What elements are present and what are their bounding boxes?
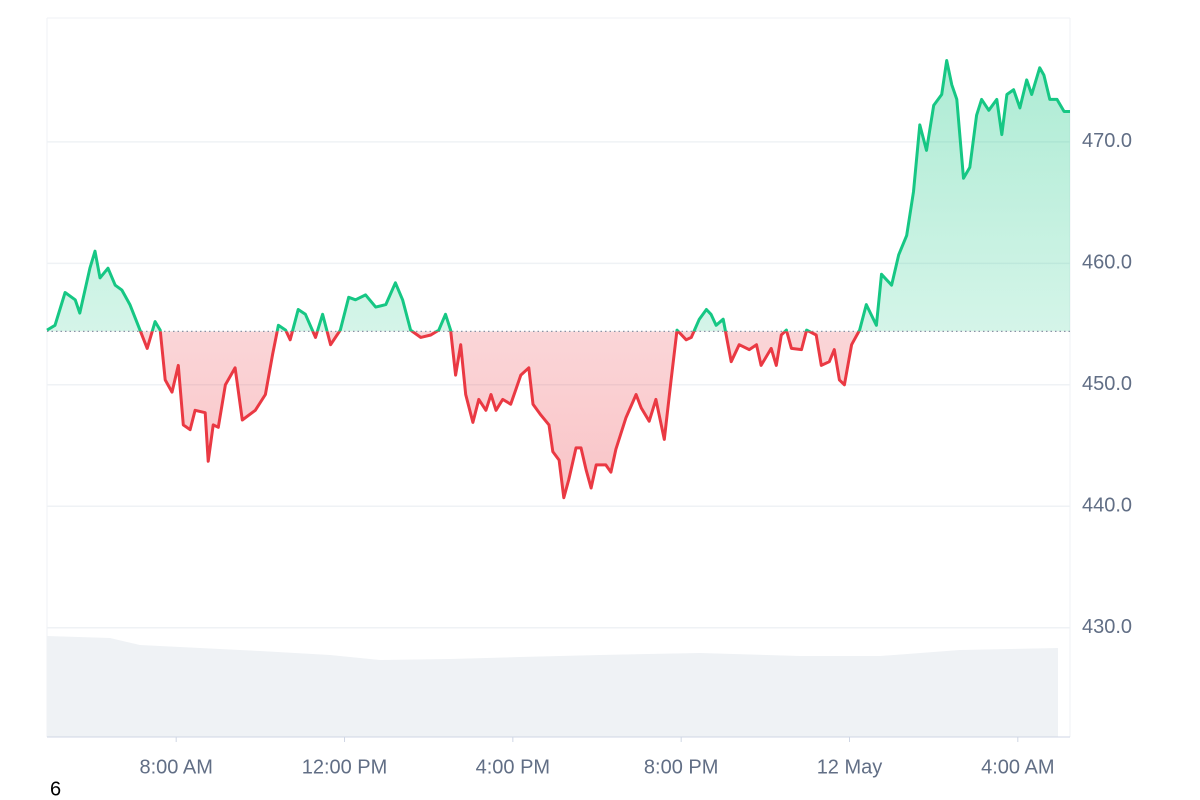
x-tick-label: 12:00 PM [302,756,388,778]
volume-area [47,636,1058,737]
x-tick-label: 4:00 AM [981,756,1054,778]
x-tick-label: 4:00 PM [476,756,550,778]
x-tick-label: 8:00 AM [139,756,212,778]
y-tick-label: 440.0 [1082,495,1132,517]
price-line-down [47,331,861,500]
footer-text: 6 [50,778,61,800]
area-down [47,331,1070,498]
y-tick-label: 450.0 [1082,373,1132,395]
y-tick-label: 470.0 [1082,130,1132,152]
x-tick-label: 8:00 PM [644,756,718,778]
x-tick-label: 12 May [817,756,883,778]
area-up [47,60,1070,332]
price-line-up [46,59,1070,332]
y-tick-label: 460.0 [1082,252,1132,274]
y-tick-label: 430.0 [1082,616,1132,638]
